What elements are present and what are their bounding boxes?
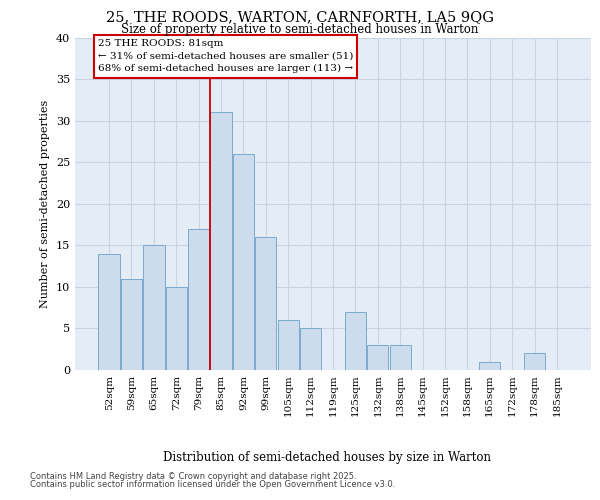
Bar bbox=[143, 246, 164, 370]
Bar bbox=[255, 237, 277, 370]
Text: Contains HM Land Registry data © Crown copyright and database right 2025.: Contains HM Land Registry data © Crown c… bbox=[30, 472, 356, 481]
Bar bbox=[233, 154, 254, 370]
Bar bbox=[300, 328, 321, 370]
Y-axis label: Number of semi-detached properties: Number of semi-detached properties bbox=[40, 100, 50, 308]
Bar bbox=[166, 287, 187, 370]
Bar bbox=[389, 345, 411, 370]
Text: 25 THE ROODS: 81sqm
← 31% of semi-detached houses are smaller (51)
68% of semi-d: 25 THE ROODS: 81sqm ← 31% of semi-detach… bbox=[98, 39, 353, 74]
Text: Distribution of semi-detached houses by size in Warton: Distribution of semi-detached houses by … bbox=[163, 450, 491, 464]
Bar bbox=[479, 362, 500, 370]
Bar bbox=[278, 320, 299, 370]
Text: Contains public sector information licensed under the Open Government Licence v3: Contains public sector information licen… bbox=[30, 480, 395, 489]
Bar bbox=[367, 345, 388, 370]
Bar bbox=[188, 228, 209, 370]
Bar bbox=[211, 112, 232, 370]
Text: 25, THE ROODS, WARTON, CARNFORTH, LA5 9QG: 25, THE ROODS, WARTON, CARNFORTH, LA5 9Q… bbox=[106, 10, 494, 24]
Text: Size of property relative to semi-detached houses in Warton: Size of property relative to semi-detach… bbox=[121, 22, 479, 36]
Bar bbox=[121, 278, 142, 370]
Bar bbox=[98, 254, 120, 370]
Bar bbox=[345, 312, 366, 370]
Bar bbox=[524, 354, 545, 370]
